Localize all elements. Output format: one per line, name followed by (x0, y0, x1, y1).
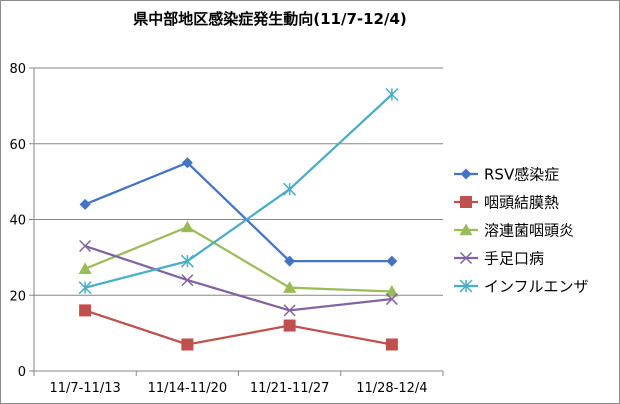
x-tick-label: 11/14-11/20 (148, 381, 228, 396)
y-tick-label: 20 (9, 289, 26, 304)
series-4 (79, 239, 398, 317)
data-point (181, 157, 193, 169)
legend-marker (459, 251, 473, 265)
series-line (84, 244, 392, 312)
data-point (385, 87, 399, 102)
data-point (180, 254, 194, 268)
chart-title: 県中部地区感染症発生動向(11/7-12/4) (133, 10, 407, 28)
legend-marker (460, 168, 472, 180)
series-line (84, 225, 392, 293)
y-axis-tick-labels: 0 20 40 60 80 (9, 62, 26, 380)
data-point (78, 281, 92, 295)
data-point (385, 338, 398, 351)
legend-label: 咽頭結膜熱 (484, 194, 559, 212)
data-point (385, 284, 399, 297)
data-point (181, 338, 194, 351)
y-tick-label: 0 (18, 365, 26, 380)
series-line (84, 309, 393, 346)
y-tick-label: 80 (9, 62, 26, 77)
y-tick-label: 40 (9, 214, 26, 229)
data-point (180, 220, 194, 233)
data-point (79, 198, 91, 210)
legend-label: 手足口病 (484, 250, 544, 268)
legend-item: 手足口病 (454, 250, 544, 268)
x-tick-label: 11/28-12/4 (356, 381, 427, 396)
x-axis-tick-labels: 11/7-11/13 11/14-11/20 11/21-11/27 11/28-12… (49, 381, 427, 396)
series-line (84, 93, 393, 289)
data-point (283, 304, 296, 317)
data-point (181, 274, 194, 287)
series-line (84, 161, 392, 263)
data-point (386, 255, 398, 267)
legend-marker (459, 279, 473, 293)
series-group (78, 87, 399, 351)
legend-item: 溶連菌咽頭炎 (454, 222, 574, 240)
legend-marker (460, 196, 472, 208)
data-point (283, 319, 296, 332)
series-2 (79, 304, 398, 351)
legend-item: インフルエンザ (454, 278, 589, 296)
legend-marker (459, 223, 473, 236)
data-point (385, 293, 398, 306)
data-point (79, 239, 92, 253)
series-1 (79, 157, 398, 267)
series-3 (78, 220, 399, 297)
y-tick-label: 60 (9, 138, 26, 153)
data-point (283, 182, 297, 196)
legend-label: インフルエンザ (484, 278, 589, 296)
data-point (78, 262, 92, 274)
data-point (284, 255, 296, 267)
data-point (283, 281, 297, 293)
x-tick-label: 11/21-11/27 (250, 381, 330, 396)
legend-item: 咽頭結膜熱 (454, 194, 559, 212)
legend-label: RSV感染症 (484, 166, 559, 184)
legend-label: 溶連菌咽頭炎 (484, 222, 574, 240)
data-point (79, 304, 92, 317)
legend-item: RSV感染症 (454, 166, 559, 184)
x-tick-label: 11/7-11/13 (49, 381, 120, 396)
axes (29, 67, 444, 376)
series-5 (78, 87, 399, 295)
